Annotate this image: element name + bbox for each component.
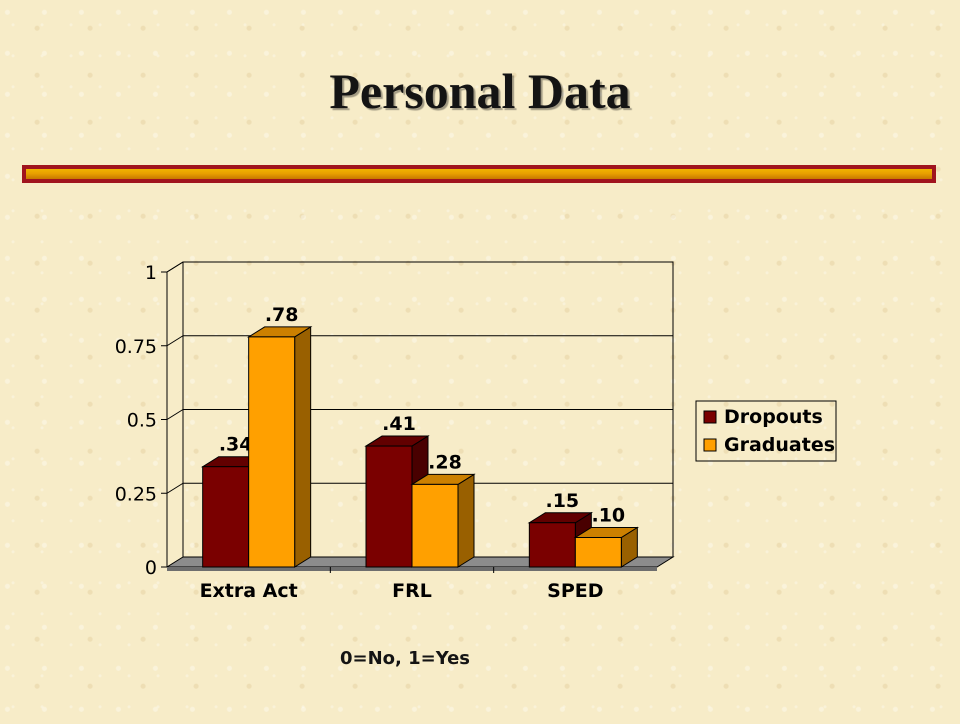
bar-value-label: .78: [265, 304, 299, 326]
legend-label: Dropouts: [724, 406, 823, 428]
y-tick-label: 0.75: [115, 336, 157, 358]
bar-value-label: .34: [219, 434, 253, 456]
y-tick-label: 0: [145, 557, 157, 579]
gridline-depth: [166, 409, 184, 420]
bar: [411, 483, 459, 568]
bar: [574, 537, 622, 568]
bar: [248, 336, 296, 568]
gridline-depth: [166, 335, 184, 347]
x-tick-label: SPED: [547, 580, 603, 602]
bar: [202, 466, 250, 568]
legend-swatch: [703, 438, 717, 452]
bar-value-label: .28: [428, 451, 462, 473]
bar-value-label: .10: [591, 505, 625, 527]
x-tick-label: Extra Act: [200, 580, 298, 602]
slide-title: Personal Data: [329, 63, 631, 119]
bar: [528, 522, 576, 568]
title-divider: [22, 165, 936, 183]
bar-value-label: .41: [382, 413, 416, 435]
legend-swatch: [703, 410, 717, 424]
y-tick-label: 0.25: [115, 483, 157, 505]
x-tick-label: FRL: [392, 580, 432, 602]
gridline-depth: [166, 482, 184, 494]
footnote: 0=No, 1=Yes: [339, 648, 471, 669]
bar: [365, 445, 413, 568]
bar-side: [457, 473, 475, 568]
legend-box: [695, 400, 837, 462]
y-tick-label: 0.5: [127, 410, 157, 432]
bar-side: [294, 325, 312, 568]
y-tick-label: 1: [145, 262, 157, 284]
gridline-depth: [166, 261, 184, 273]
chart-floor-edge: [167, 567, 657, 571]
legend-label: Graduates: [724, 434, 835, 456]
bar-value-label: .15: [545, 490, 579, 512]
